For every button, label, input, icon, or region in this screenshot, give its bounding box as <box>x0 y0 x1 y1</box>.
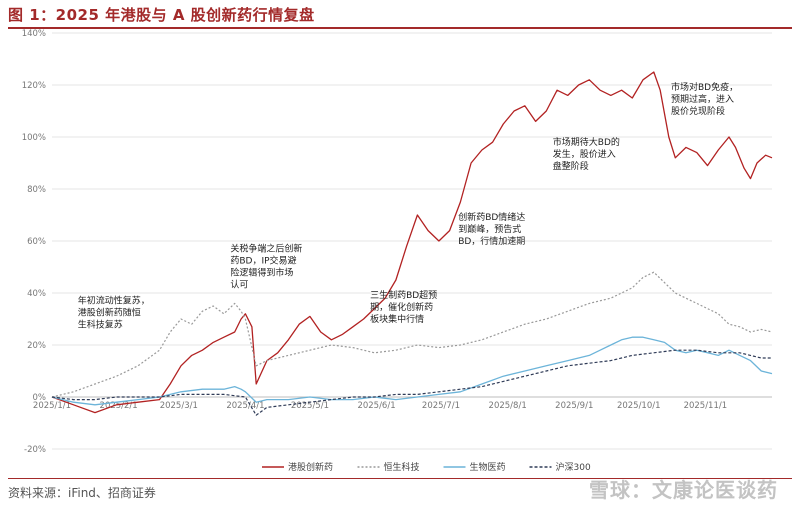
y-tick-label: 60% <box>27 237 46 247</box>
annotation-line: 股价兑现阶段 <box>671 105 725 117</box>
y-tick-label: 140% <box>22 29 46 39</box>
legend-item-4: 沪深300 <box>529 461 591 473</box>
annotation-line: BD，行情加速期 <box>458 235 525 247</box>
x-tick-label: 2025/3/1 <box>160 401 198 411</box>
x-tick-label: 2025/2/1 <box>100 401 138 411</box>
watermark-text: 雪球：文康论医谈药 <box>589 478 778 502</box>
annotation-line: 关税争端之后创新 <box>230 242 302 254</box>
x-tick-label: 2025/8/1 <box>489 401 527 411</box>
annotation-line: 创新药BD情绪达 <box>458 211 525 223</box>
x-tick-label: 2025/10/1 <box>617 401 661 411</box>
legend-item-2: 恒生科技 <box>357 461 420 473</box>
y-axis: -20% 0% 20% 40% 60% 80% 100% 120% 140% <box>22 29 46 455</box>
y-tick-label: 80% <box>27 185 46 195</box>
annotation-line: 期，催化创新药 <box>370 301 433 313</box>
annotation-line: 认可 <box>230 278 248 290</box>
annotation-line: 三生制药BD超预 <box>370 289 437 301</box>
annotation-line: 盘整阶段 <box>553 160 589 172</box>
series-layer <box>51 71 773 416</box>
annotation-line: 药BD，IP交易避 <box>230 254 296 266</box>
figure-title: 图 1：2025 年港股与 A 股创新药行情复盘 <box>8 6 315 24</box>
legend-label: 生物医药 <box>470 461 506 473</box>
grid-layer <box>52 32 772 450</box>
legend: 港股创新药 恒生科技 生物医药 沪深300 <box>262 461 591 473</box>
source-note: 资料来源：iFind、招商证券 <box>8 486 156 500</box>
y-tick-label: 120% <box>22 81 46 91</box>
x-axis: 2025/1/1 2025/2/1 2025/3/1 2025/4/1 2025/5/1… <box>33 401 727 411</box>
title-rule <box>8 27 792 29</box>
legend-label: 港股创新药 <box>288 461 333 473</box>
y-tick-label: 40% <box>27 289 46 299</box>
annotation-line: 市场对BD免疫， <box>671 81 738 93</box>
annotation-line: 生科技复苏 <box>78 318 123 330</box>
series-line-3 <box>51 336 773 406</box>
annotation-line: 市场期待大BD的 <box>553 136 620 148</box>
x-tick-label: 2025/9/1 <box>555 401 593 411</box>
legend-label: 沪深300 <box>556 461 591 473</box>
bottom-rule <box>8 478 792 479</box>
annotation-line: 年初流动性复苏， <box>78 294 150 306</box>
y-tick-label: 20% <box>27 341 46 351</box>
annotation-line: 到巅峰，预告式 <box>458 223 521 235</box>
x-tick-label: 2025/4/1 <box>226 401 264 411</box>
annotation-line: 发生，股价进入 <box>553 148 616 160</box>
x-tick-label: 2025/11/1 <box>684 401 728 411</box>
y-tick-label: 0% <box>33 393 47 403</box>
y-tick-label: 100% <box>22 133 46 143</box>
line-chart: -20%0%20%40%60%80%100%120%140% 2025/1/1 2… <box>22 29 773 473</box>
annotation-line: 港股创新药随恒 <box>78 306 141 318</box>
x-tick-label: 2025/1/1 <box>33 401 71 411</box>
annotation-line: 预期过高，进入 <box>671 93 734 105</box>
series-line-1 <box>51 71 773 414</box>
x-tick-label: 2025/6/1 <box>357 401 395 411</box>
annotation-line: 板块集中行情 <box>370 313 424 325</box>
series-line-4 <box>51 349 772 416</box>
legend-item-3: 生物医药 <box>443 461 506 473</box>
series-line-2 <box>51 271 773 398</box>
legend-item-1: 港股创新药 <box>262 461 333 473</box>
x-tick-label: 2025/7/1 <box>422 401 460 411</box>
legend-label: 恒生科技 <box>384 461 420 473</box>
annotation-line: 险逻辑得到市场 <box>230 266 293 278</box>
x-tick-label: 2025/5/1 <box>291 401 329 411</box>
y-tick-label: -20% <box>24 445 46 455</box>
